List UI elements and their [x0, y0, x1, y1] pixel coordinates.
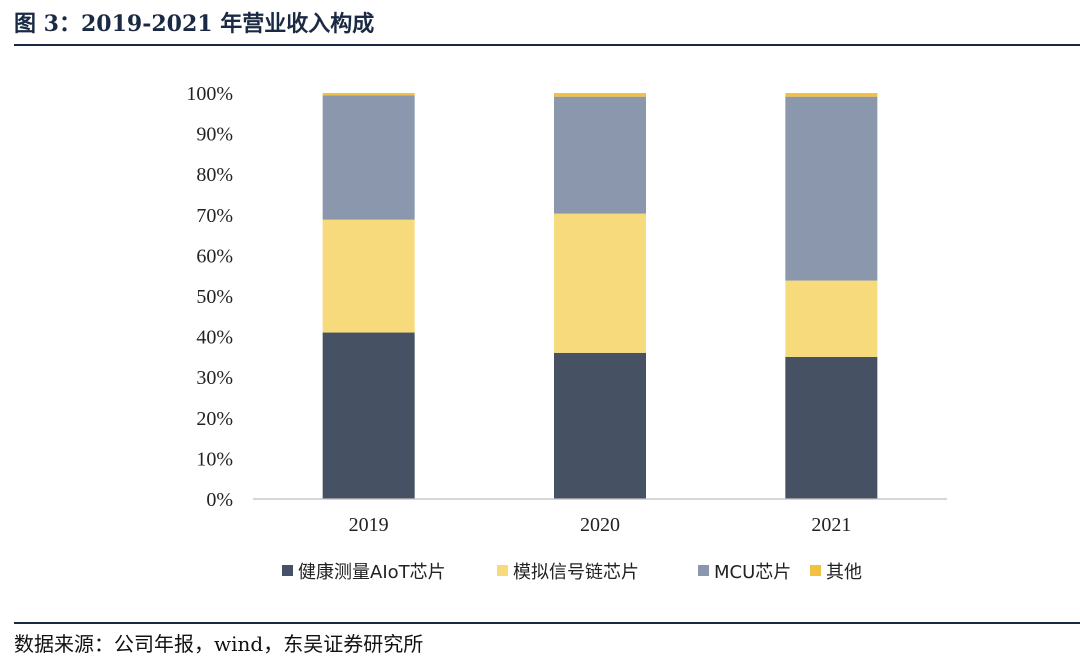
legend-label-0: 健康测量AIoT芯片 [298, 562, 446, 583]
bar-segment-2020-1 [554, 213, 646, 353]
y-tick-label: 0% [206, 489, 233, 511]
bar-segment-2021-1 [785, 280, 878, 357]
top-divider [14, 44, 1080, 46]
x-tick-label: 2019 [349, 514, 389, 536]
y-tick-label: 80% [196, 164, 233, 186]
bar-segment-2019-0 [322, 332, 415, 499]
y-tick-label: 50% [196, 286, 233, 308]
bar-segment-2019-1 [322, 219, 415, 333]
legend-label-2: MCU芯片 [714, 562, 791, 583]
legend-label-3: 其他 [826, 562, 862, 583]
y-tick-label: 40% [196, 327, 233, 349]
bar-segment-2020-0 [554, 352, 646, 499]
bar-segment-2019-2 [322, 95, 415, 220]
bar-segment-2021-2 [785, 96, 878, 281]
legend-swatch-3 [810, 565, 821, 576]
bar-segment-2020-2 [554, 96, 646, 214]
y-tick-label: 70% [196, 205, 233, 227]
x-tick-label: 2021 [811, 514, 851, 536]
legend-swatch-2 [698, 565, 709, 576]
y-tick-label: 10% [196, 448, 233, 470]
bar-segment-2020-3 [554, 93, 646, 97]
legend-swatch-0 [282, 565, 293, 576]
x-tick-label: 2020 [580, 514, 620, 536]
bar-segment-2021-0 [785, 356, 878, 499]
y-tick-label: 20% [196, 408, 233, 430]
source-note: 数据来源：公司年报，wind，东吴证券研究所 [14, 632, 424, 656]
figure-title: 图 3：2019-2021 年营业收入构成 [14, 11, 375, 37]
y-tick-label: 30% [196, 367, 233, 389]
y-tick-label: 90% [196, 124, 233, 146]
legend-label-1: 模拟信号链芯片 [513, 562, 639, 583]
y-tick-label: 100% [186, 83, 233, 105]
bar-segment-2021-3 [785, 93, 878, 97]
legend-swatch-1 [497, 565, 508, 576]
bar-segment-2019-3 [322, 93, 415, 96]
y-tick-label: 60% [196, 245, 233, 267]
bottom-divider [14, 622, 1080, 624]
